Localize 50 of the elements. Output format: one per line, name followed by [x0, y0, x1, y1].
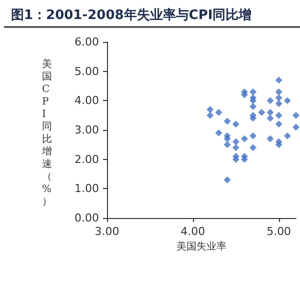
point [224, 141, 231, 148]
y-tick-label: 6.00 [74, 36, 99, 48]
point [215, 108, 222, 116]
point [232, 156, 240, 163]
y-tick-label: 0.00 [74, 212, 99, 224]
point [240, 156, 248, 163]
point [224, 118, 231, 125]
point [284, 97, 291, 104]
point [250, 132, 257, 140]
point [206, 106, 214, 113]
point [232, 120, 240, 128]
point [266, 108, 274, 116]
point [275, 112, 282, 119]
point [232, 138, 240, 146]
chart-title: 图1：2001-2008年失业率与CPI同比增 [11, 7, 252, 23]
point [250, 97, 257, 104]
point [266, 97, 274, 104]
y-tick-label: 4.00 [74, 94, 99, 108]
text: 美国CPI同比增速（%） [42, 58, 52, 208]
point [275, 141, 282, 148]
point [240, 135, 248, 142]
x-tick-label: 5.00 [266, 225, 292, 238]
point [275, 76, 282, 84]
y-tick-label: 2.00 [74, 152, 99, 166]
point [250, 88, 257, 96]
point [275, 100, 282, 108]
x-tick-label: 4.00 [180, 225, 206, 238]
point [266, 135, 274, 142]
point [292, 124, 300, 131]
point [284, 132, 291, 140]
point [275, 88, 282, 96]
point [292, 112, 300, 119]
x-axis-title: 美国失业率 [176, 240, 226, 252]
y-tick-label: 1.00 [74, 182, 99, 196]
point [206, 112, 214, 119]
point [215, 129, 222, 136]
point [224, 135, 231, 142]
point [266, 114, 274, 122]
point [224, 176, 231, 184]
point [258, 108, 266, 116]
point [240, 91, 248, 98]
x-tick-label: 3.00 [94, 225, 120, 238]
y-tick-label: 5.00 [74, 64, 99, 78]
point [250, 114, 257, 122]
point [275, 94, 282, 102]
point [232, 144, 240, 152]
point [250, 103, 257, 110]
point [250, 144, 257, 152]
point [275, 120, 282, 128]
y-tick-label: 3.00 [74, 124, 99, 136]
